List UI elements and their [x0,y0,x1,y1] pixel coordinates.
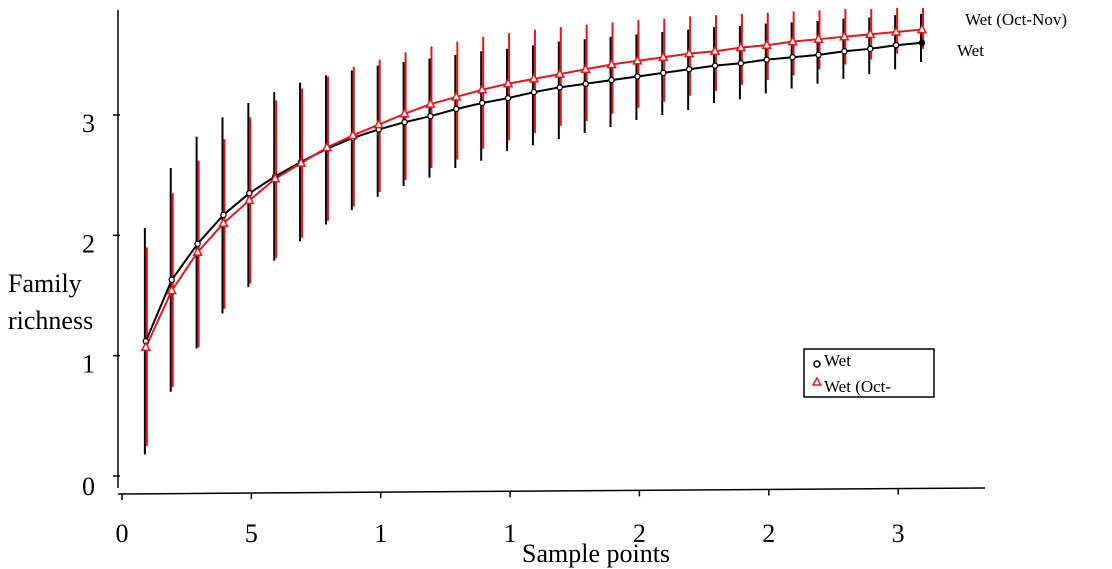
legend-label-wet-oct-nov: Wet (Oct- [824,377,891,396]
data-point-wet-oct-nov [580,63,591,74]
y-tick-label: 2 [82,229,95,258]
data-point-wet-oct-nov [683,47,695,58]
x-axis-title: Sample points [522,539,670,568]
legend-marker-wet [813,360,821,368]
x-tick-label: 3 [892,519,905,548]
data-point-wet-oct-nov [658,51,669,61]
data-point-wet [582,80,589,87]
data-point-wet [401,118,408,126]
y-axis-ticks: 0 1 2 3 [82,109,120,501]
legend-label-wet: Wet [824,351,851,370]
data-point-wet [789,53,796,61]
data-point-wet [556,84,564,91]
y-tick-label: 3 [82,109,95,138]
y-axis-title-line2: richness [8,306,93,335]
legend: Wet Wet (Oct- [803,348,935,398]
data-point-wet-oct-nov [140,341,152,351]
x-tick-label: 1 [504,519,517,548]
data-point-wet [841,47,848,55]
data-point-wet-oct-nov [321,141,333,152]
data-point-wet [737,60,745,67]
data-point-wet [867,45,874,53]
data-point-wet-oct-nov [709,45,721,55]
series-end-label-wet: Wet [957,41,984,60]
plot-area [140,7,928,455]
data-point-wet [763,56,771,63]
data-point-wet-oct-nov [218,217,229,228]
data-point-wet-oct-nov [347,129,359,140]
data-point-wet [918,39,926,47]
x-tick-label: 5 [245,519,258,548]
data-point-wet-oct-nov [890,25,902,36]
data-point-wet-oct-nov [244,194,255,205]
data-point-wet [711,62,719,69]
data-point-wet-oct-nov [735,41,747,52]
x-axis-ticks: 0 5 1 1 2 2 3 [116,488,905,548]
data-point-wet [608,76,615,84]
x-axis-line [117,487,986,495]
data-point-wet [453,105,460,113]
series-end-label-wet-oct-nov: Wet (Oct-Nov) [965,10,1067,29]
data-point-wet-oct-nov [451,90,462,101]
data-point-wet [168,276,175,284]
data-point-wet-oct-nov [166,284,177,295]
data-point-wet-oct-nov [192,246,203,256]
data-point-wet [504,94,512,102]
y-tick-label: 1 [82,350,95,379]
data-point-wet [427,112,434,120]
data-point-wet [685,66,693,73]
data-point-wet-oct-nov [632,54,643,65]
legend-marker-wet-oct-nov [811,376,823,386]
data-point-wet-oct-nov [528,72,540,83]
data-point-wet-oct-nov [399,107,410,118]
y-tick-label: 0 [82,472,95,501]
data-point-wet-oct-nov [761,39,773,49]
data-point-wet [530,88,538,96]
data-point-wet-oct-nov [839,30,850,41]
data-point-wet-oct-nov [373,118,384,129]
data-point-wet-oct-nov [813,33,824,43]
data-point-wet-oct-nov [916,23,928,34]
x-tick-label: 2 [762,519,775,548]
data-point-wet-oct-nov [865,28,876,39]
legend-box [803,348,935,398]
x-tick-label: 0 [116,519,129,548]
data-point-wet [194,240,201,248]
data-point-wet [634,73,641,80]
data-point-wet [660,69,667,77]
data-point-wet [220,211,227,219]
y-axis-title-line1: Family [8,269,82,298]
data-point-wet-oct-nov [295,157,307,167]
data-point-wet-oct-nov [606,58,617,69]
data-point-wet [478,99,486,107]
data-point-wet-oct-nov [269,172,281,183]
data-point-wet-oct-nov [787,35,798,46]
data-point-wet-oct-nov [425,98,436,108]
data-point-wet-oct-nov [554,67,566,78]
data-point-wet [892,41,900,49]
x-tick-label: 2 [633,519,646,548]
x-tick-label: 1 [374,519,387,548]
data-point-wet-oct-nov [476,83,488,94]
data-point-wet [815,51,822,59]
data-point-wet-oct-nov [502,77,514,88]
